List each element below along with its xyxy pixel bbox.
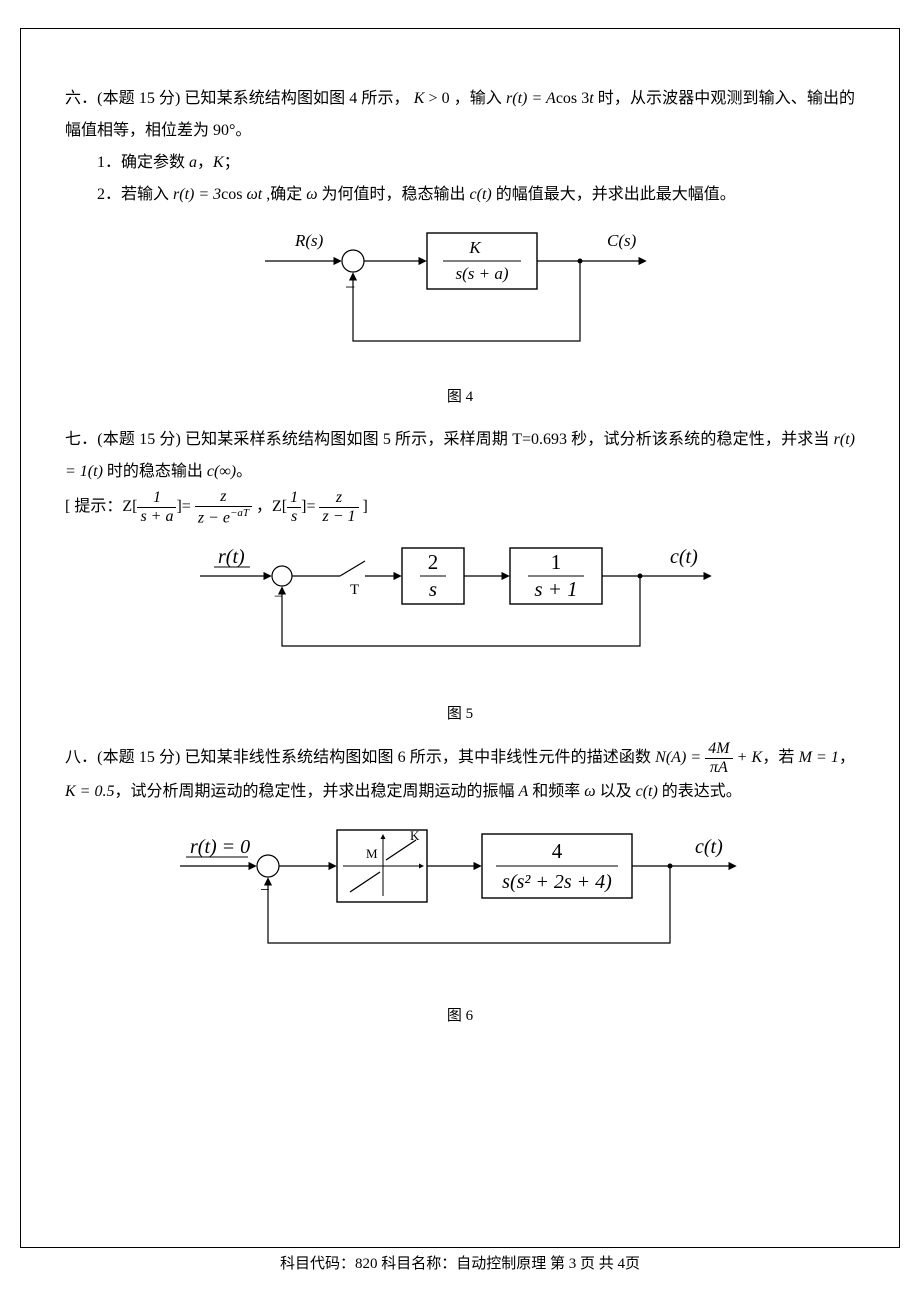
fig6-den: s(s² + 2s + 4) [502,871,612,893]
fig6-M: M [366,846,378,861]
p7-mid: 时的稳态输出 [103,463,207,480]
fig6-caption: 图 6 [65,1004,855,1025]
p7-frac3: 1s [287,490,301,525]
fig5-b2-num: 1 [551,550,562,574]
p6-sub2-ct: c(t) [470,186,492,203]
fig4-caption: 图 4 [65,385,855,406]
p8-mid1: ，若 [762,750,798,767]
p7-post: 。 [236,463,252,480]
fig5-input: r(t) [218,546,245,568]
fig6-K: K [410,828,420,843]
p8-k05: K = 0.5 [65,783,114,800]
p8-na-den: πA [705,758,732,776]
problem-6: 六．(本题 15 分) 已知某系统结构图如图 4 所示， K > 0 ，输入 r… [65,83,855,211]
sampler-switch [340,561,365,576]
fig5-output: c(t) [670,546,698,568]
page-frame: 六．(本题 15 分) 已知某系统结构图如图 4 所示， K > 0 ，输入 r… [20,28,900,1248]
fig6-output: c(t) [695,836,723,858]
p8-mid3: 和频率 [528,783,584,800]
p8-na-post: + K [733,750,763,767]
p6-post1: ，输入 [454,90,506,107]
p6-sub2-rt: r(t) = 3 [173,186,221,203]
figure-4: R(s) − K s(s + a) C(s) 图 4 [65,221,855,406]
p7-f2-den: z − e−aT [195,506,252,526]
fig4-num: K [468,238,482,257]
fig6-input: r(t) = 0 [190,836,250,858]
p6-header-pre: 六．(本题 15 分) 已知某系统结构图如图 4 所示， [65,90,410,107]
p7-f4-num: z [319,490,358,507]
p6-sub1-post: ； [224,154,240,171]
p6-sub2-mid: ,确定 [262,186,306,203]
p7-header-pre: 七．(本题 15 分) 已知某采样系统结构图如图 5 所示，采样周期 T=0.6… [65,431,834,448]
p7-f2-num: z [195,489,252,506]
p6-sub2-pre: 2．若输入 [97,186,173,203]
p6-sub2-w: ω [306,186,317,203]
p6-K: K [414,90,425,107]
p6-sub2-cos: cos [221,186,246,203]
p8-na: N(A) = [655,750,705,767]
fig6-num: 4 [552,839,563,863]
fig5-b1-num: 2 [428,550,439,574]
fig4-minus: − [345,277,355,297]
block-diagram-6: r(t) = 0 − M K 4 s(s² + 2s + 4) c(t) [180,818,740,978]
p7-f4-den: z − 1 [319,507,358,525]
p7-cinf: c(∞) [207,463,236,480]
p8-header-pre: 八．(本题 15 分) 已知某非线性系统结构图如图 6 所示，其中非线性元件的描… [65,750,655,767]
p6-sub2-post: 的幅值最大，并求出此最大幅值。 [492,186,736,203]
p7-eq2: ]= [301,498,319,515]
p7-eq1: ]= [176,498,194,515]
summing-junction [257,855,279,877]
p7-frac1: 1s + a [137,490,176,525]
p7-frac2: zz − e−aT [195,489,252,526]
p8-ct: c(t) [636,783,658,800]
p7-f3-num: 1 [287,490,301,507]
p7-frac4: zz − 1 [319,490,358,525]
p6-sub1-K: K [213,154,224,171]
p6-cos: cos 3 [556,90,589,107]
fig4-den: s(s + a) [455,264,508,283]
fig5-minus: − [274,589,282,605]
p7-f1-den: s + a [137,507,176,525]
p6-rt: r(t) = A [506,90,556,107]
p6-sub2-mid2: 为何值时，稳态输出 [318,186,470,203]
block-diagram-4: R(s) − K s(s + a) C(s) [265,221,655,371]
p8-post: ，试分析周期运动的稳定性，并求出稳定周期运动的振幅 [114,783,518,800]
p6-sub2-wt: ωt [246,186,262,203]
p7-hint-pre: [ 提示：Z[ [65,498,137,515]
p7-hint-mid: ，Z[ [252,498,287,515]
page-footer: 科目代码：820 科目名称：自动控制原理 第 3 页 共 4页 [20,1252,900,1273]
p7-hint-post: ] [359,498,368,515]
figure-5: r(t) − T 2 s 1 s + 1 c(t) 图 5 [65,536,855,723]
fig4-output-label: C(s) [607,231,637,250]
p8-end: 的表达式。 [658,783,742,800]
p7-f1-num: 1 [137,490,176,507]
p6-gt: > 0 [424,90,449,107]
p8-na-frac: 4MπA [705,741,732,776]
problem-7: 七．(本题 15 分) 已知某采样系统结构图如图 5 所示，采样周期 T=0.6… [65,424,855,526]
problem-8: 八．(本题 15 分) 已知某非线性系统结构图如图 6 所示，其中非线性元件的描… [65,741,855,808]
p6-sub1-mid: ， [197,154,213,171]
p8-A: A [518,783,528,800]
summing-junction [272,566,292,586]
fig5-T: T [350,582,359,598]
p6-t: t [589,90,593,107]
p8-mid2: ， [839,750,855,767]
fig5-b1-den: s [429,577,437,601]
p7-f3-den: s [287,507,301,525]
p8-mid4: 以及 [596,783,636,800]
summing-junction [342,250,364,272]
p6-sub1-a: a [189,154,197,171]
p8-na-num: 4M [705,741,732,758]
figure-6: r(t) = 0 − M K 4 s(s² + 2s + 4) c(t) 图 6 [65,818,855,1025]
p6-sub1-pre: 1．确定参数 [97,154,189,171]
fig4-input-label: R(s) [294,231,324,250]
p8-m1: M = 1 [799,750,839,767]
fig5-caption: 图 5 [65,702,855,723]
block-diagram-5: r(t) − T 2 s 1 s + 1 c(t) [200,536,720,676]
fig5-b2-den: s + 1 [534,577,577,601]
p8-w: ω [584,783,595,800]
